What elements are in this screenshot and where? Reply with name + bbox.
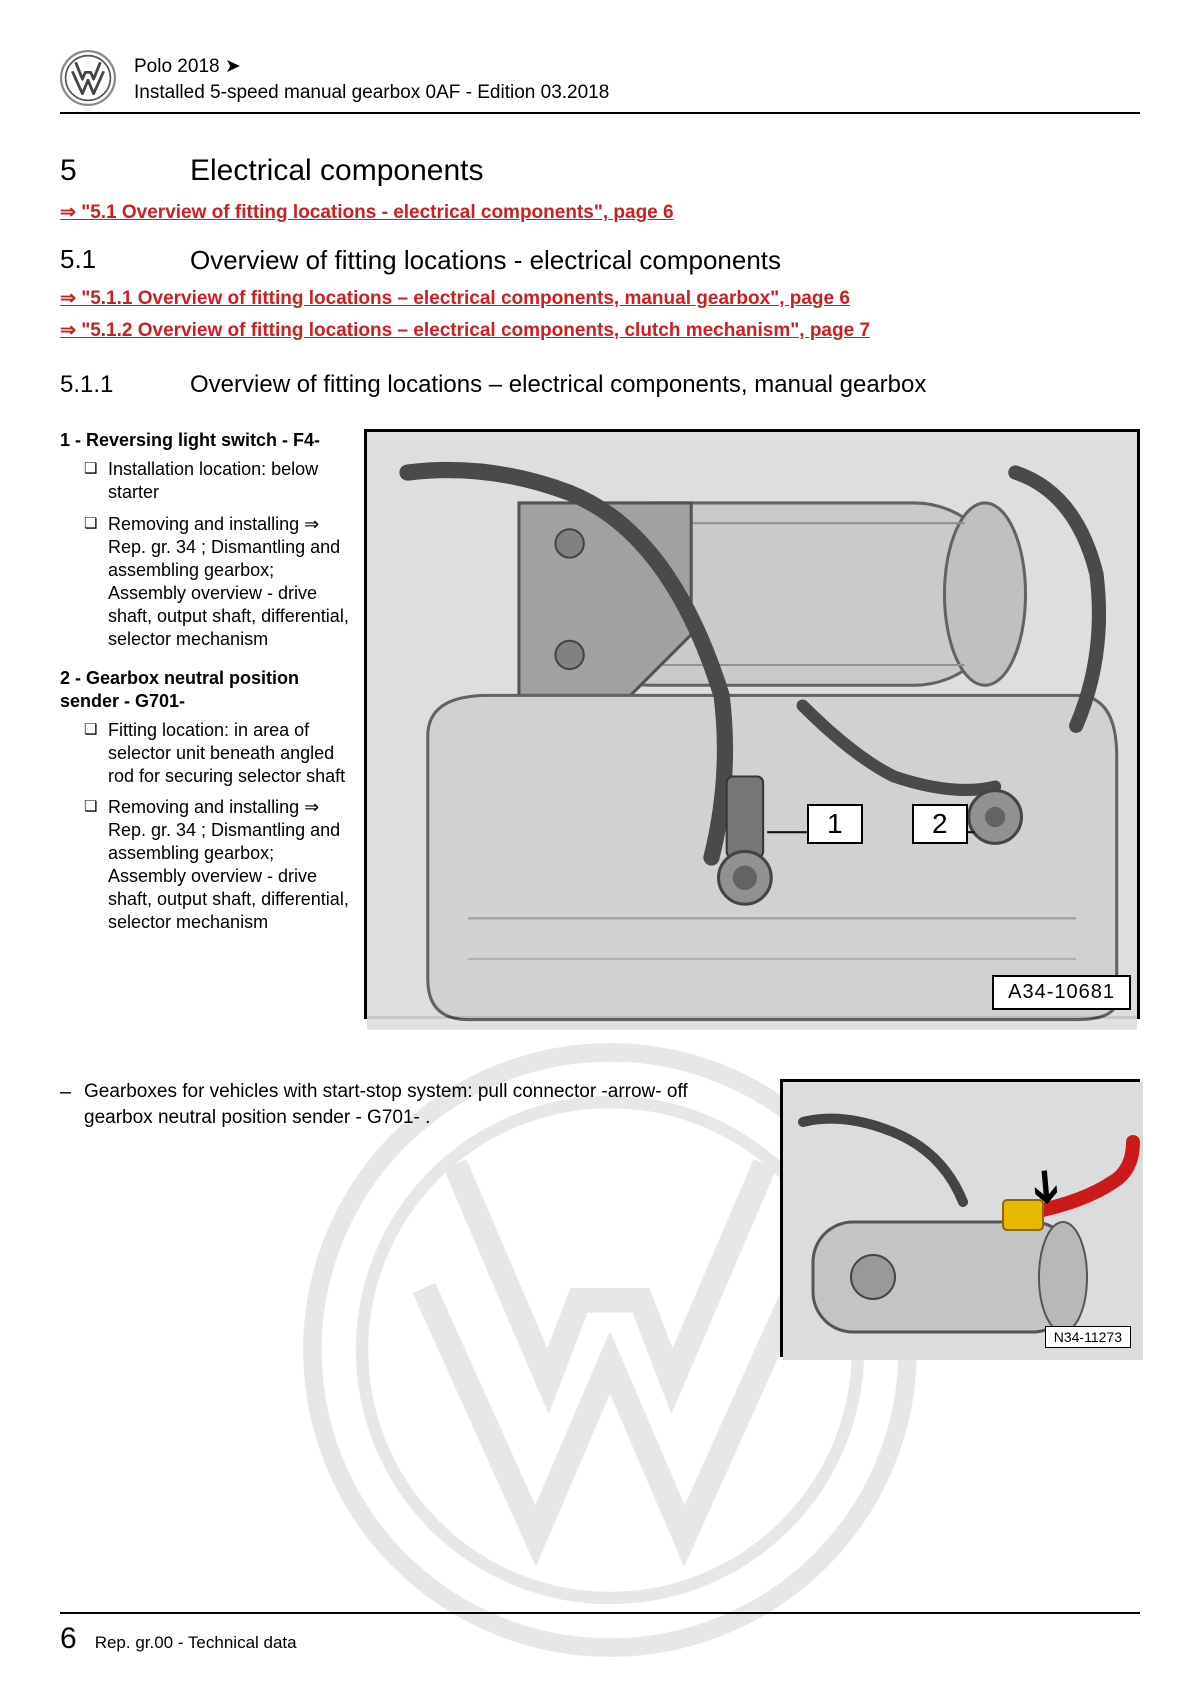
item-1-bullet-1: Installation location: below starter [84,458,350,504]
subsubsection-title: Overview of fitting locations – electric… [190,371,926,399]
subsubsection-heading: 5.1.1 Overview of fitting locations – el… [60,371,1140,399]
item-2-bullet-1: Fitting location: in area of selector un… [84,719,350,788]
figure-main: 1 2 A34-10681 [364,429,1140,1019]
subsubsection-number: 5.1.1 [60,371,190,399]
xref-link-5-1-2[interactable]: ⇒ "5.1.2 Overview of fitting locations –… [60,318,1140,344]
note-text: Gearboxes for vehicles with start-stop s… [60,1079,750,1130]
figure-small-id: N34-11273 [1045,1326,1131,1348]
connector-illustration [783,1082,1143,1360]
vw-logo-icon [60,50,116,106]
page-footer: 6 Rep. gr.00 - Technical data [60,1612,1140,1656]
header-vehicle: Polo 2018 ➤ [134,54,609,80]
item-2-bullet-2: Removing and installing ⇒ Rep. gr. 34 ; … [84,796,350,934]
item-1-head: 1 - Reversing light switch - F4- [60,429,350,452]
figure-small: ➔ N34-11273 [780,1079,1140,1357]
item-2-head: 2 - Gearbox neutral position sender - G7… [60,667,350,713]
header-manual: Installed 5-speed manual gearbox 0AF - E… [134,80,609,106]
footer-text: Rep. gr.00 - Technical data [95,1633,297,1653]
subsection-title: Overview of fitting locations - electric… [190,244,781,277]
item-1-bullet-2: Removing and installing ⇒ Rep. gr. 34 ; … [84,513,350,651]
content-row: 1 - Reversing light switch - F4- Install… [60,429,1140,1019]
section-number: 5 [60,154,190,188]
page-number: 6 [60,1622,77,1656]
component-list: 1 - Reversing light switch - F4- Install… [60,429,350,950]
subsection-number: 5.1 [60,244,190,275]
note-row: Gearboxes for vehicles with start-stop s… [60,1079,1140,1357]
xref-link-5-1[interactable]: ⇒ "5.1 Overview of fitting locations - e… [60,200,1140,226]
section-title: Electrical components [190,154,483,188]
xref-link-5-1-1[interactable]: ⇒ "5.1.1 Overview of fitting locations –… [60,286,1140,312]
subsection-heading: 5.1 Overview of fitting locations - elec… [60,244,1140,277]
arrow-icon: ➔ [1019,1166,1076,1209]
section-heading: 5 Electrical components [60,154,1140,188]
page-header: Polo 2018 ➤ Installed 5-speed manual gea… [60,50,1140,114]
figure-callout-1: 1 [807,804,863,844]
figure-main-id: A34-10681 [992,975,1131,1010]
gearbox-illustration [367,432,1137,1030]
figure-callout-2: 2 [912,804,968,844]
